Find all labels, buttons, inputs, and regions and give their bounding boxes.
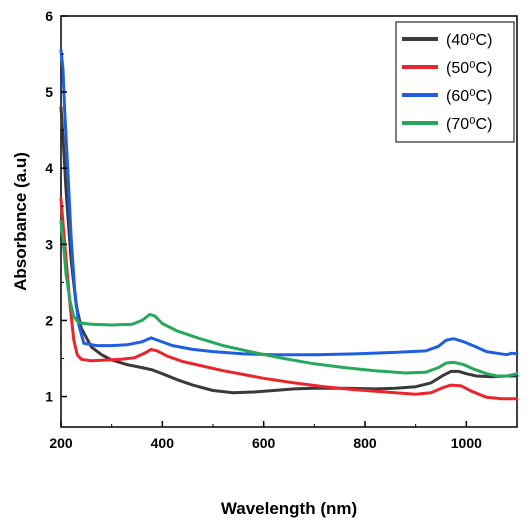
x-tick-label: 1000 [451, 435, 482, 451]
y-tick-label: 1 [45, 389, 53, 405]
legend: (40⁰C) (50⁰C) (60⁰C) (70⁰C) [396, 22, 514, 142]
y-tick-label: 6 [45, 8, 53, 24]
x-tick-label: 400 [151, 435, 175, 451]
series-line-2 [61, 199, 517, 399]
y-tick-label: 5 [45, 84, 53, 100]
series-line-4 [61, 222, 517, 377]
y-tick-label: 3 [45, 236, 53, 252]
y-tick-label: 4 [45, 160, 53, 176]
legend-label: (50⁰C) [446, 60, 492, 77]
x-tick-label: 800 [353, 435, 377, 451]
legend-label: (70⁰C) [446, 116, 492, 133]
legend-label: (60⁰C) [446, 88, 492, 105]
x-axis-label: Wavelength (nm) [221, 499, 357, 518]
series-line-1 [61, 107, 517, 393]
y-tick-label: 2 [45, 312, 53, 328]
x-tick-label: 200 [49, 435, 73, 451]
y-axis-label: Absorbance (a.u) [11, 152, 30, 291]
legend-label: (40⁰C) [446, 32, 492, 49]
x-tick-label: 600 [252, 435, 276, 451]
